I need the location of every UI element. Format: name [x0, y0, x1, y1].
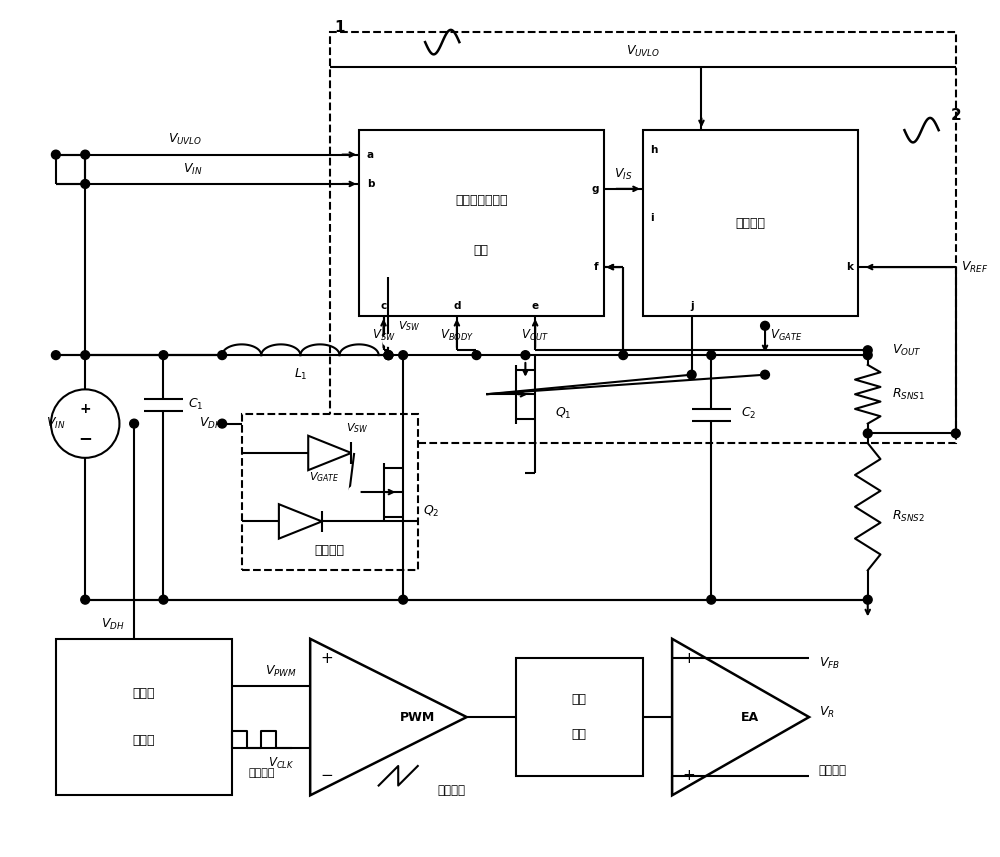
Text: 死区控制: 死区控制 — [315, 544, 345, 557]
Text: $V_{IN}$: $V_{IN}$ — [183, 162, 203, 177]
Text: $V_{OUT}$: $V_{OUT}$ — [521, 328, 549, 343]
Text: 电流与电压检测: 电流与电压检测 — [455, 195, 508, 207]
Text: $Q_2$: $Q_2$ — [423, 504, 439, 519]
Text: $V_{GATE}$: $V_{GATE}$ — [309, 470, 340, 484]
Text: +: + — [682, 768, 695, 783]
Circle shape — [383, 335, 394, 346]
Circle shape — [51, 150, 60, 159]
Text: $V_{PWM}$: $V_{PWM}$ — [265, 663, 297, 679]
Circle shape — [472, 351, 481, 360]
Bar — [242, 414, 418, 571]
Circle shape — [81, 596, 90, 604]
Circle shape — [399, 596, 408, 604]
Text: $V_{IN}$: $V_{IN}$ — [46, 416, 66, 431]
Text: $C_2$: $C_2$ — [741, 406, 756, 422]
Text: $V_{SW}$: $V_{SW}$ — [398, 319, 421, 333]
Circle shape — [707, 596, 716, 604]
Text: g: g — [591, 184, 599, 194]
Circle shape — [761, 321, 769, 330]
Text: a: a — [367, 150, 374, 159]
Circle shape — [349, 487, 360, 497]
Text: c: c — [380, 301, 387, 311]
Text: +: + — [682, 650, 695, 666]
Circle shape — [218, 351, 227, 360]
Text: f: f — [594, 262, 599, 273]
Text: 制电路: 制电路 — [133, 734, 155, 747]
Text: $L_1$: $L_1$ — [294, 367, 307, 382]
Circle shape — [384, 351, 393, 360]
Text: $V_{FB}$: $V_{FB}$ — [819, 656, 840, 671]
Text: $V_{REF}$: $V_{REF}$ — [961, 260, 988, 274]
Circle shape — [159, 596, 168, 604]
Circle shape — [384, 351, 393, 360]
Bar — [516, 658, 643, 776]
Circle shape — [51, 351, 60, 360]
Text: b: b — [367, 179, 374, 189]
Text: $Q_1$: $Q_1$ — [555, 406, 571, 422]
Circle shape — [399, 351, 408, 360]
Circle shape — [521, 351, 530, 360]
Text: −: − — [320, 768, 333, 783]
Text: $V_{SW}$: $V_{SW}$ — [372, 328, 395, 343]
Text: 时钟信号: 时钟信号 — [248, 768, 275, 778]
Bar — [643, 130, 858, 316]
Bar — [330, 33, 956, 443]
Text: $V_{UVLO}$: $V_{UVLO}$ — [626, 45, 660, 59]
Circle shape — [951, 429, 960, 438]
Text: d: d — [453, 301, 461, 311]
Text: 逻辑控: 逻辑控 — [133, 687, 155, 700]
Circle shape — [81, 150, 90, 159]
Circle shape — [863, 596, 872, 604]
Circle shape — [81, 351, 90, 360]
Circle shape — [863, 429, 872, 438]
Circle shape — [159, 351, 168, 360]
Circle shape — [761, 370, 769, 379]
Text: $V_{DH}$: $V_{DH}$ — [101, 616, 124, 632]
Text: 单元: 单元 — [474, 244, 489, 257]
Circle shape — [863, 346, 872, 355]
Text: −: − — [78, 429, 92, 447]
Text: PWM: PWM — [400, 710, 435, 723]
Text: 2: 2 — [951, 108, 962, 123]
Text: 斜坡信号: 斜坡信号 — [437, 784, 465, 797]
Text: j: j — [690, 301, 693, 311]
Circle shape — [130, 419, 139, 428]
Text: +: + — [320, 650, 333, 666]
Text: 补偿: 补偿 — [572, 693, 587, 706]
Text: $V_{BODY}$: $V_{BODY}$ — [440, 328, 474, 343]
Text: 网络: 网络 — [572, 728, 587, 741]
Text: 1: 1 — [335, 20, 345, 35]
Bar — [359, 130, 604, 316]
Text: e: e — [532, 301, 539, 311]
Text: $R_{SNS2}$: $R_{SNS2}$ — [892, 509, 925, 524]
Circle shape — [384, 351, 393, 360]
Text: i: i — [651, 213, 654, 223]
Text: $V_{IS}$: $V_{IS}$ — [614, 166, 632, 182]
Circle shape — [81, 180, 90, 189]
Text: $R_{SNS1}$: $R_{SNS1}$ — [892, 387, 925, 402]
Text: h: h — [651, 145, 658, 155]
Text: k: k — [846, 262, 853, 273]
Circle shape — [863, 351, 872, 360]
Text: $V_R$: $V_R$ — [819, 704, 835, 720]
Text: $V_{UVLO}$: $V_{UVLO}$ — [168, 132, 203, 147]
Bar — [56, 638, 232, 795]
Text: +: + — [79, 402, 91, 416]
Text: $V_{DH}$: $V_{DH}$ — [199, 416, 222, 431]
Text: 基准信号: 基准信号 — [819, 764, 847, 777]
Text: 限流单元: 限流单元 — [735, 217, 765, 230]
Text: $V_{OUT}$: $V_{OUT}$ — [892, 343, 922, 357]
Circle shape — [707, 351, 716, 360]
Text: EA: EA — [741, 710, 759, 723]
Text: $V_{GATE}$: $V_{GATE}$ — [770, 328, 802, 343]
Circle shape — [373, 438, 384, 448]
Text: $V_{CLK}$: $V_{CLK}$ — [268, 756, 294, 770]
Circle shape — [687, 370, 696, 379]
Text: $V_{SW}$: $V_{SW}$ — [346, 422, 369, 435]
Circle shape — [619, 351, 628, 360]
Text: $C_1$: $C_1$ — [188, 397, 203, 411]
Circle shape — [870, 350, 881, 361]
Circle shape — [218, 419, 227, 428]
